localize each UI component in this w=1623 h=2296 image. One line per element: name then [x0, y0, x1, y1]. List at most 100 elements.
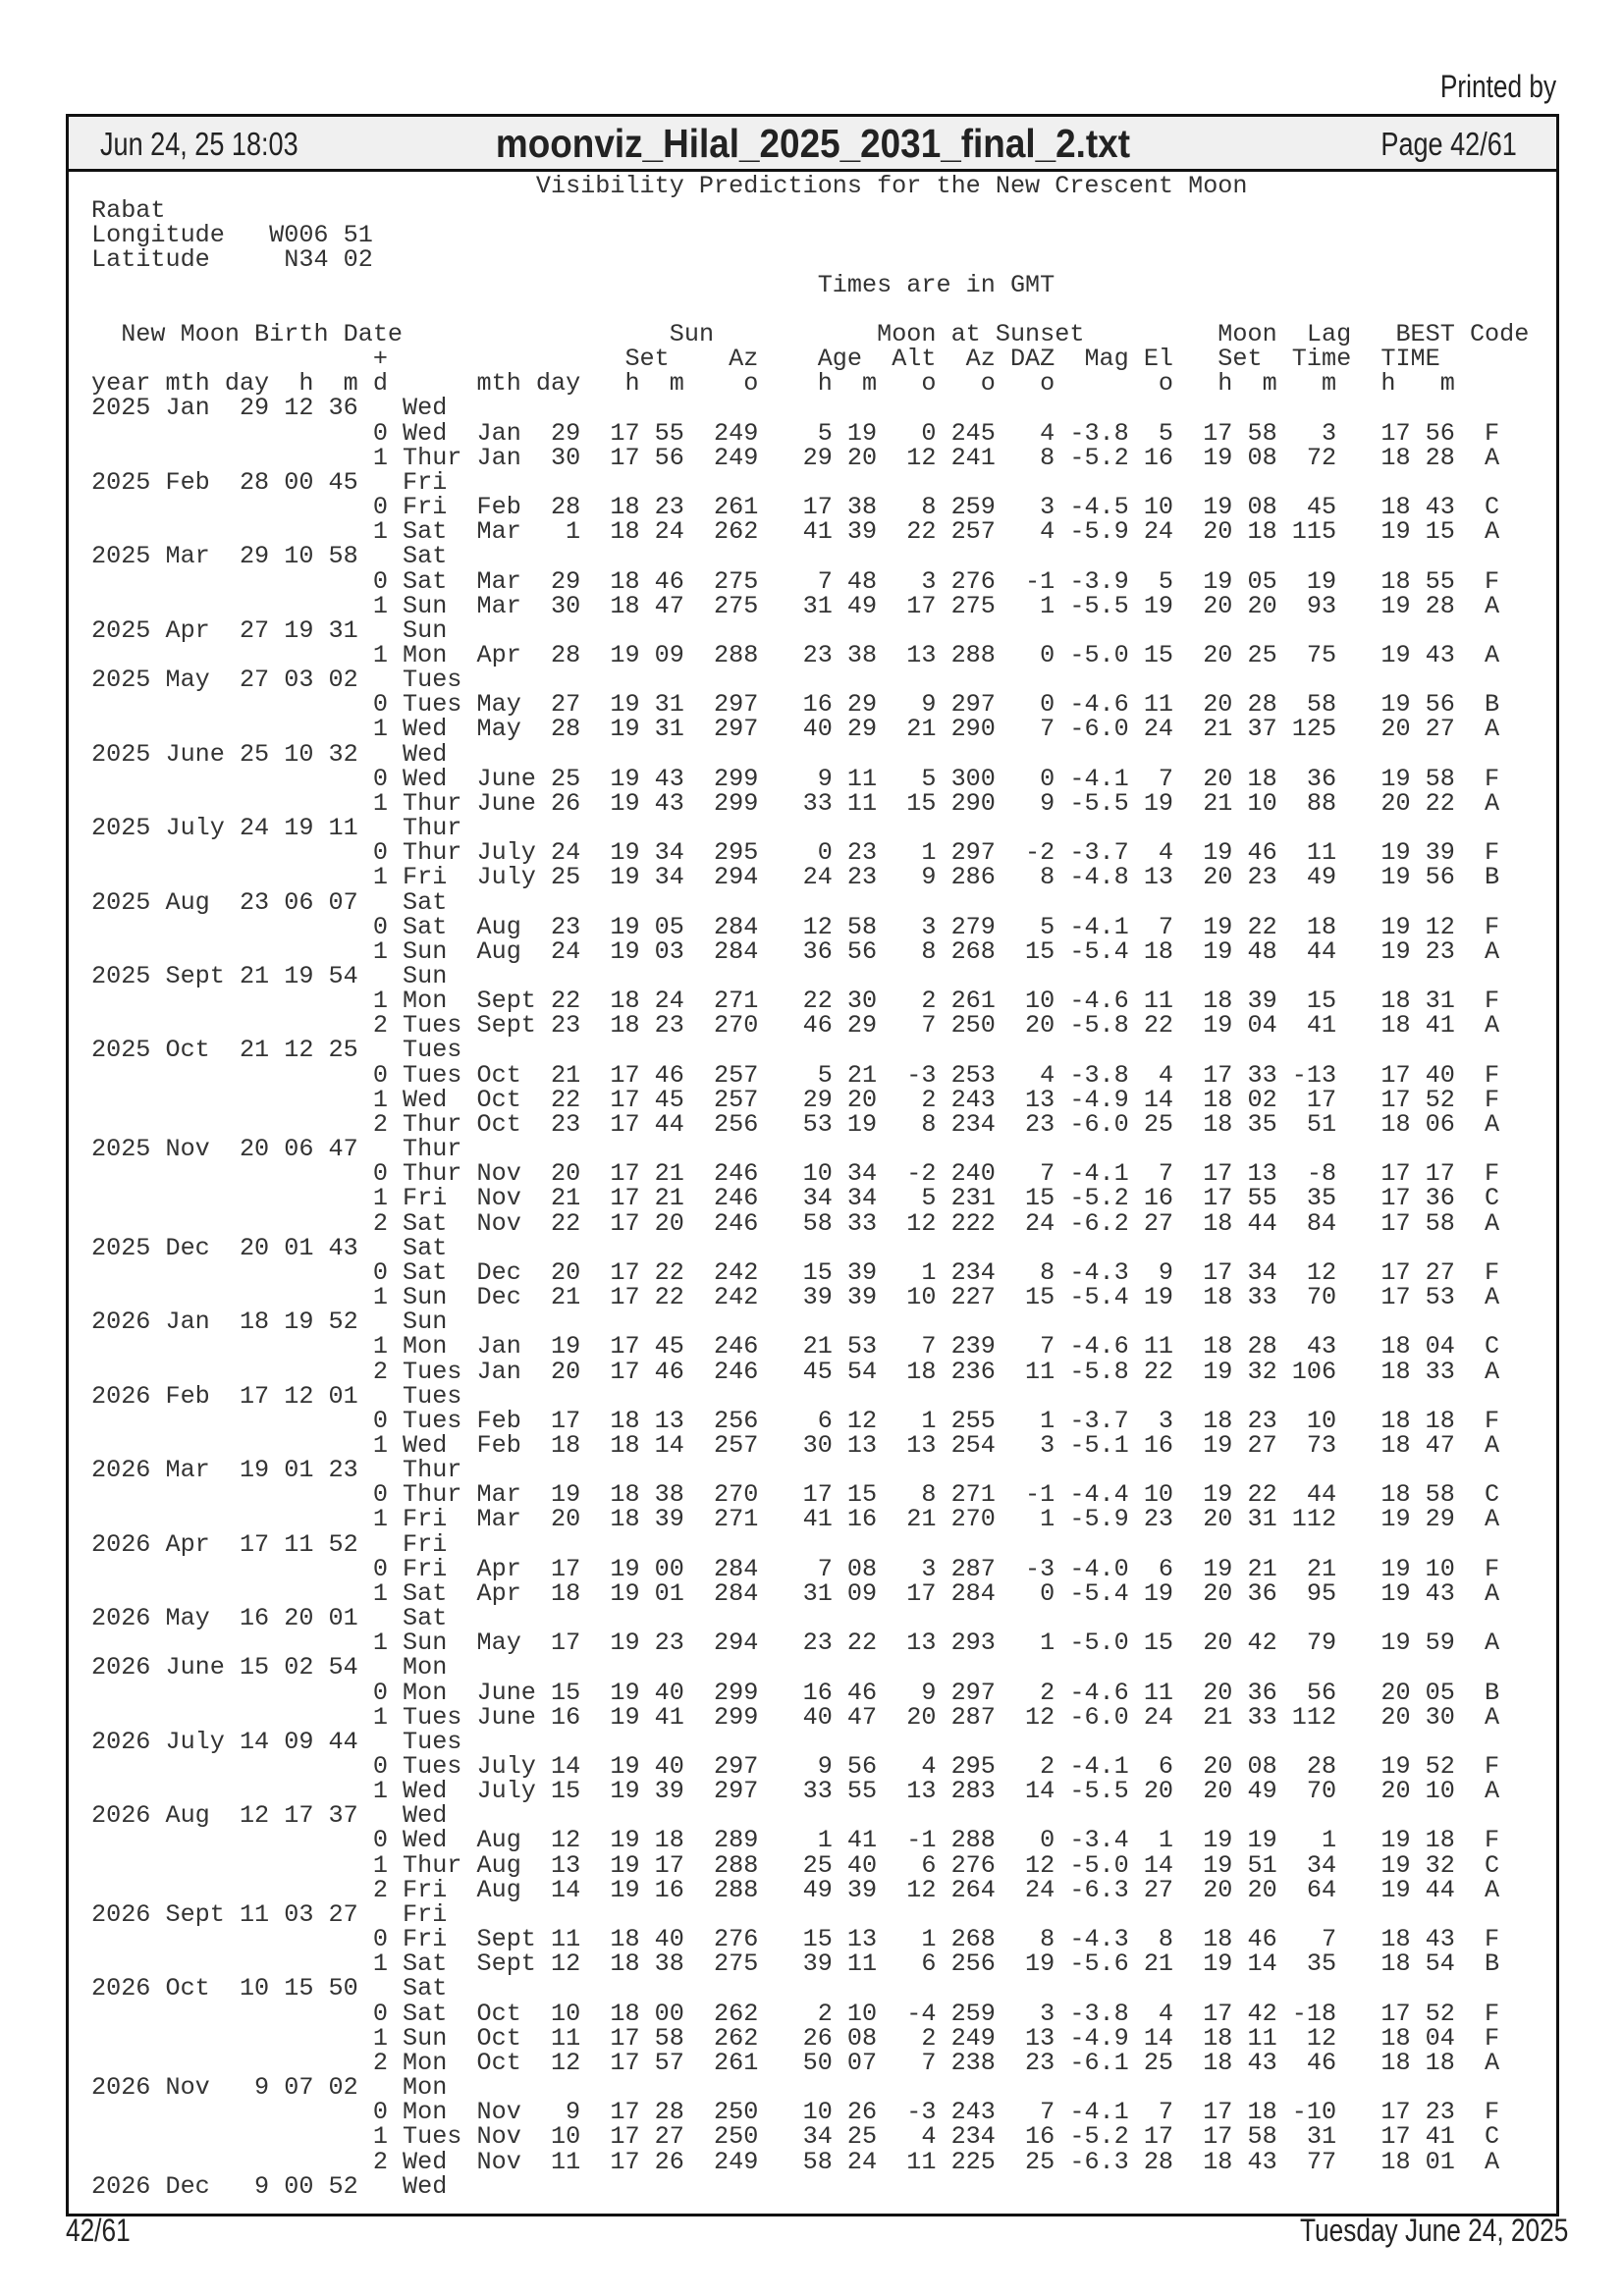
- weekday: Thur: [403, 1159, 462, 1189]
- sunset-minute: 31: [654, 690, 684, 720]
- visibility-code: A: [1485, 1109, 1500, 1139]
- moon-azimuth: 222: [950, 1208, 996, 1238]
- month: Sept: [476, 987, 536, 1016]
- weekday: Wed: [403, 1826, 448, 1855]
- moonset-hour: 18: [1203, 2048, 1233, 2077]
- column-header-row-3: year mth day h m d mth day h m o h m o o…: [91, 371, 1544, 396]
- moonset-minute: 18: [1247, 2098, 1277, 2127]
- table-row: 1 Mon Sept 22 18 24 271 22 30 2 261 10 -4.6 11 18 39 15 1…: [91, 988, 1544, 1013]
- best-time-minute: 55: [1425, 566, 1455, 596]
- sunset-hour: 17: [610, 1283, 640, 1312]
- best-time-hour: 17: [1380, 1283, 1411, 1312]
- moonset-hour: 18: [1203, 2023, 1233, 2053]
- visibility-code: F: [1485, 1826, 1500, 1855]
- table-row: 2 Fri Aug 14 19 16 288 49 39 12 264 24 -6.3 27 20 20 64 1…: [91, 1878, 1544, 1902]
- day: 21: [550, 1184, 581, 1213]
- moon-azimuth: 287: [950, 1702, 996, 1732]
- table-row: 1 Sat Apr 18 19 01 284 31 09 17 284 0 -5.4 19 20 36 95 19…: [91, 1581, 1544, 1606]
- moon-age-hours: 29: [802, 1085, 833, 1114]
- col-header: Code: [1469, 319, 1530, 348]
- weekday: Sun: [403, 591, 448, 620]
- moon-age-hours: 41: [802, 1505, 833, 1534]
- moon-azimuth: 279: [950, 912, 996, 941]
- birth-month: May: [165, 1604, 210, 1633]
- weekday: Mon: [403, 2048, 448, 2077]
- best-time-minute: 52: [1425, 1999, 1455, 2028]
- visibility-code: A: [1485, 640, 1500, 669]
- moonset-hour: 17: [1203, 1257, 1233, 1287]
- delta-azimuth: 7: [1040, 1159, 1055, 1189]
- delta-azimuth: 1: [1040, 1629, 1055, 1658]
- moonset-hour: 18: [1203, 1925, 1233, 1954]
- moon-altitude: 7: [921, 1011, 937, 1041]
- best-time-hour: 18: [1380, 2048, 1411, 2077]
- col-header: m: [343, 369, 358, 399]
- file-title: moonviz_Hilal_2025_2031_final_2.txt: [69, 121, 1556, 167]
- table-row: 2 Sat Nov 22 17 20 246 58 33 12 222 24 -6.2 27 18 44 84 1…: [91, 1208, 1544, 1238]
- birth-weekday: Wed: [403, 739, 448, 769]
- sunset-minute: 23: [654, 1011, 684, 1041]
- col-header: Time: [1291, 345, 1352, 374]
- moon-age-hours: 15: [802, 1257, 833, 1287]
- magnitude: -4.9: [1069, 2023, 1129, 2053]
- moonset-hour: 19: [1203, 1949, 1233, 1979]
- moon-azimuth: 249: [950, 2023, 996, 2053]
- birth-weekday: Sun: [403, 1308, 448, 1337]
- month: Aug: [476, 1850, 521, 1880]
- moon-azimuth: 264: [950, 1875, 996, 1904]
- moonset-hour: 20: [1203, 517, 1233, 547]
- weekday: Sat: [403, 566, 448, 596]
- month: Oct: [476, 2048, 521, 2077]
- day-offset: 0: [372, 838, 388, 868]
- moon-age-hours: 33: [802, 1777, 833, 1806]
- birth-year: 2026: [91, 1529, 151, 1559]
- weekday: Mon: [403, 1332, 448, 1362]
- lag-time: 93: [1306, 591, 1337, 620]
- visibility-code: A: [1485, 1283, 1500, 1312]
- magnitude: -5.2: [1069, 443, 1129, 472]
- day: 19: [550, 1332, 581, 1362]
- moonset-hour: 18: [1203, 1208, 1233, 1238]
- birth-minute: 02: [328, 2073, 358, 2103]
- best-time-minute: 33: [1425, 1357, 1455, 1386]
- best-time-minute: 01: [1425, 2147, 1455, 2176]
- birth-weekday: Thur: [403, 1135, 462, 1164]
- sunset-minute: 45: [654, 1085, 684, 1114]
- day-offset: 1: [372, 1850, 388, 1880]
- moon-altitude: 8: [921, 493, 937, 522]
- moon-age-minutes: 23: [846, 863, 878, 892]
- col-header: Sun: [669, 319, 715, 348]
- birth-year: 2026: [91, 2171, 151, 2201]
- birth-year: 2025: [91, 615, 151, 645]
- magnitude: -4.6: [1069, 690, 1129, 720]
- day-offset: 1: [372, 640, 388, 669]
- birth-year: 2026: [91, 1456, 151, 1485]
- birth-year: 2026: [91, 1727, 151, 1756]
- new-moon-birth-row: 2025 Feb 28 00 45 Fri: [91, 470, 1544, 495]
- moon-altitude: 0: [921, 418, 937, 448]
- col-header: m: [1439, 369, 1455, 399]
- day: 18: [550, 1430, 581, 1460]
- birth-day: 12: [239, 1801, 270, 1831]
- month: May: [476, 690, 521, 720]
- month: Oct: [476, 1109, 521, 1139]
- moon-azimuth: 227: [950, 1283, 996, 1312]
- month: Nov: [476, 1184, 521, 1213]
- day-offset: 1: [372, 2023, 388, 2053]
- sunset-minute: 45: [654, 1332, 684, 1362]
- best-time-hour: 17: [1380, 1085, 1411, 1114]
- sun-azimuth: 242: [714, 1257, 759, 1287]
- moonset-minute: 14: [1247, 1949, 1277, 1979]
- day-offset: 1: [372, 1283, 388, 1312]
- moon-age-minutes: 54: [846, 1357, 878, 1386]
- weekday: Fri: [403, 1505, 448, 1534]
- magnitude: -6.2: [1069, 1208, 1129, 1238]
- day-offset: 1: [372, 1430, 388, 1460]
- best-time-hour: 17: [1380, 418, 1411, 448]
- moon-azimuth: 297: [950, 838, 996, 868]
- weekday: Wed: [403, 764, 448, 793]
- month: Nov: [476, 1159, 521, 1189]
- day: 21: [550, 1283, 581, 1312]
- longitude-value: W006 51: [269, 221, 373, 250]
- moon-age-hours: 39: [802, 1283, 833, 1312]
